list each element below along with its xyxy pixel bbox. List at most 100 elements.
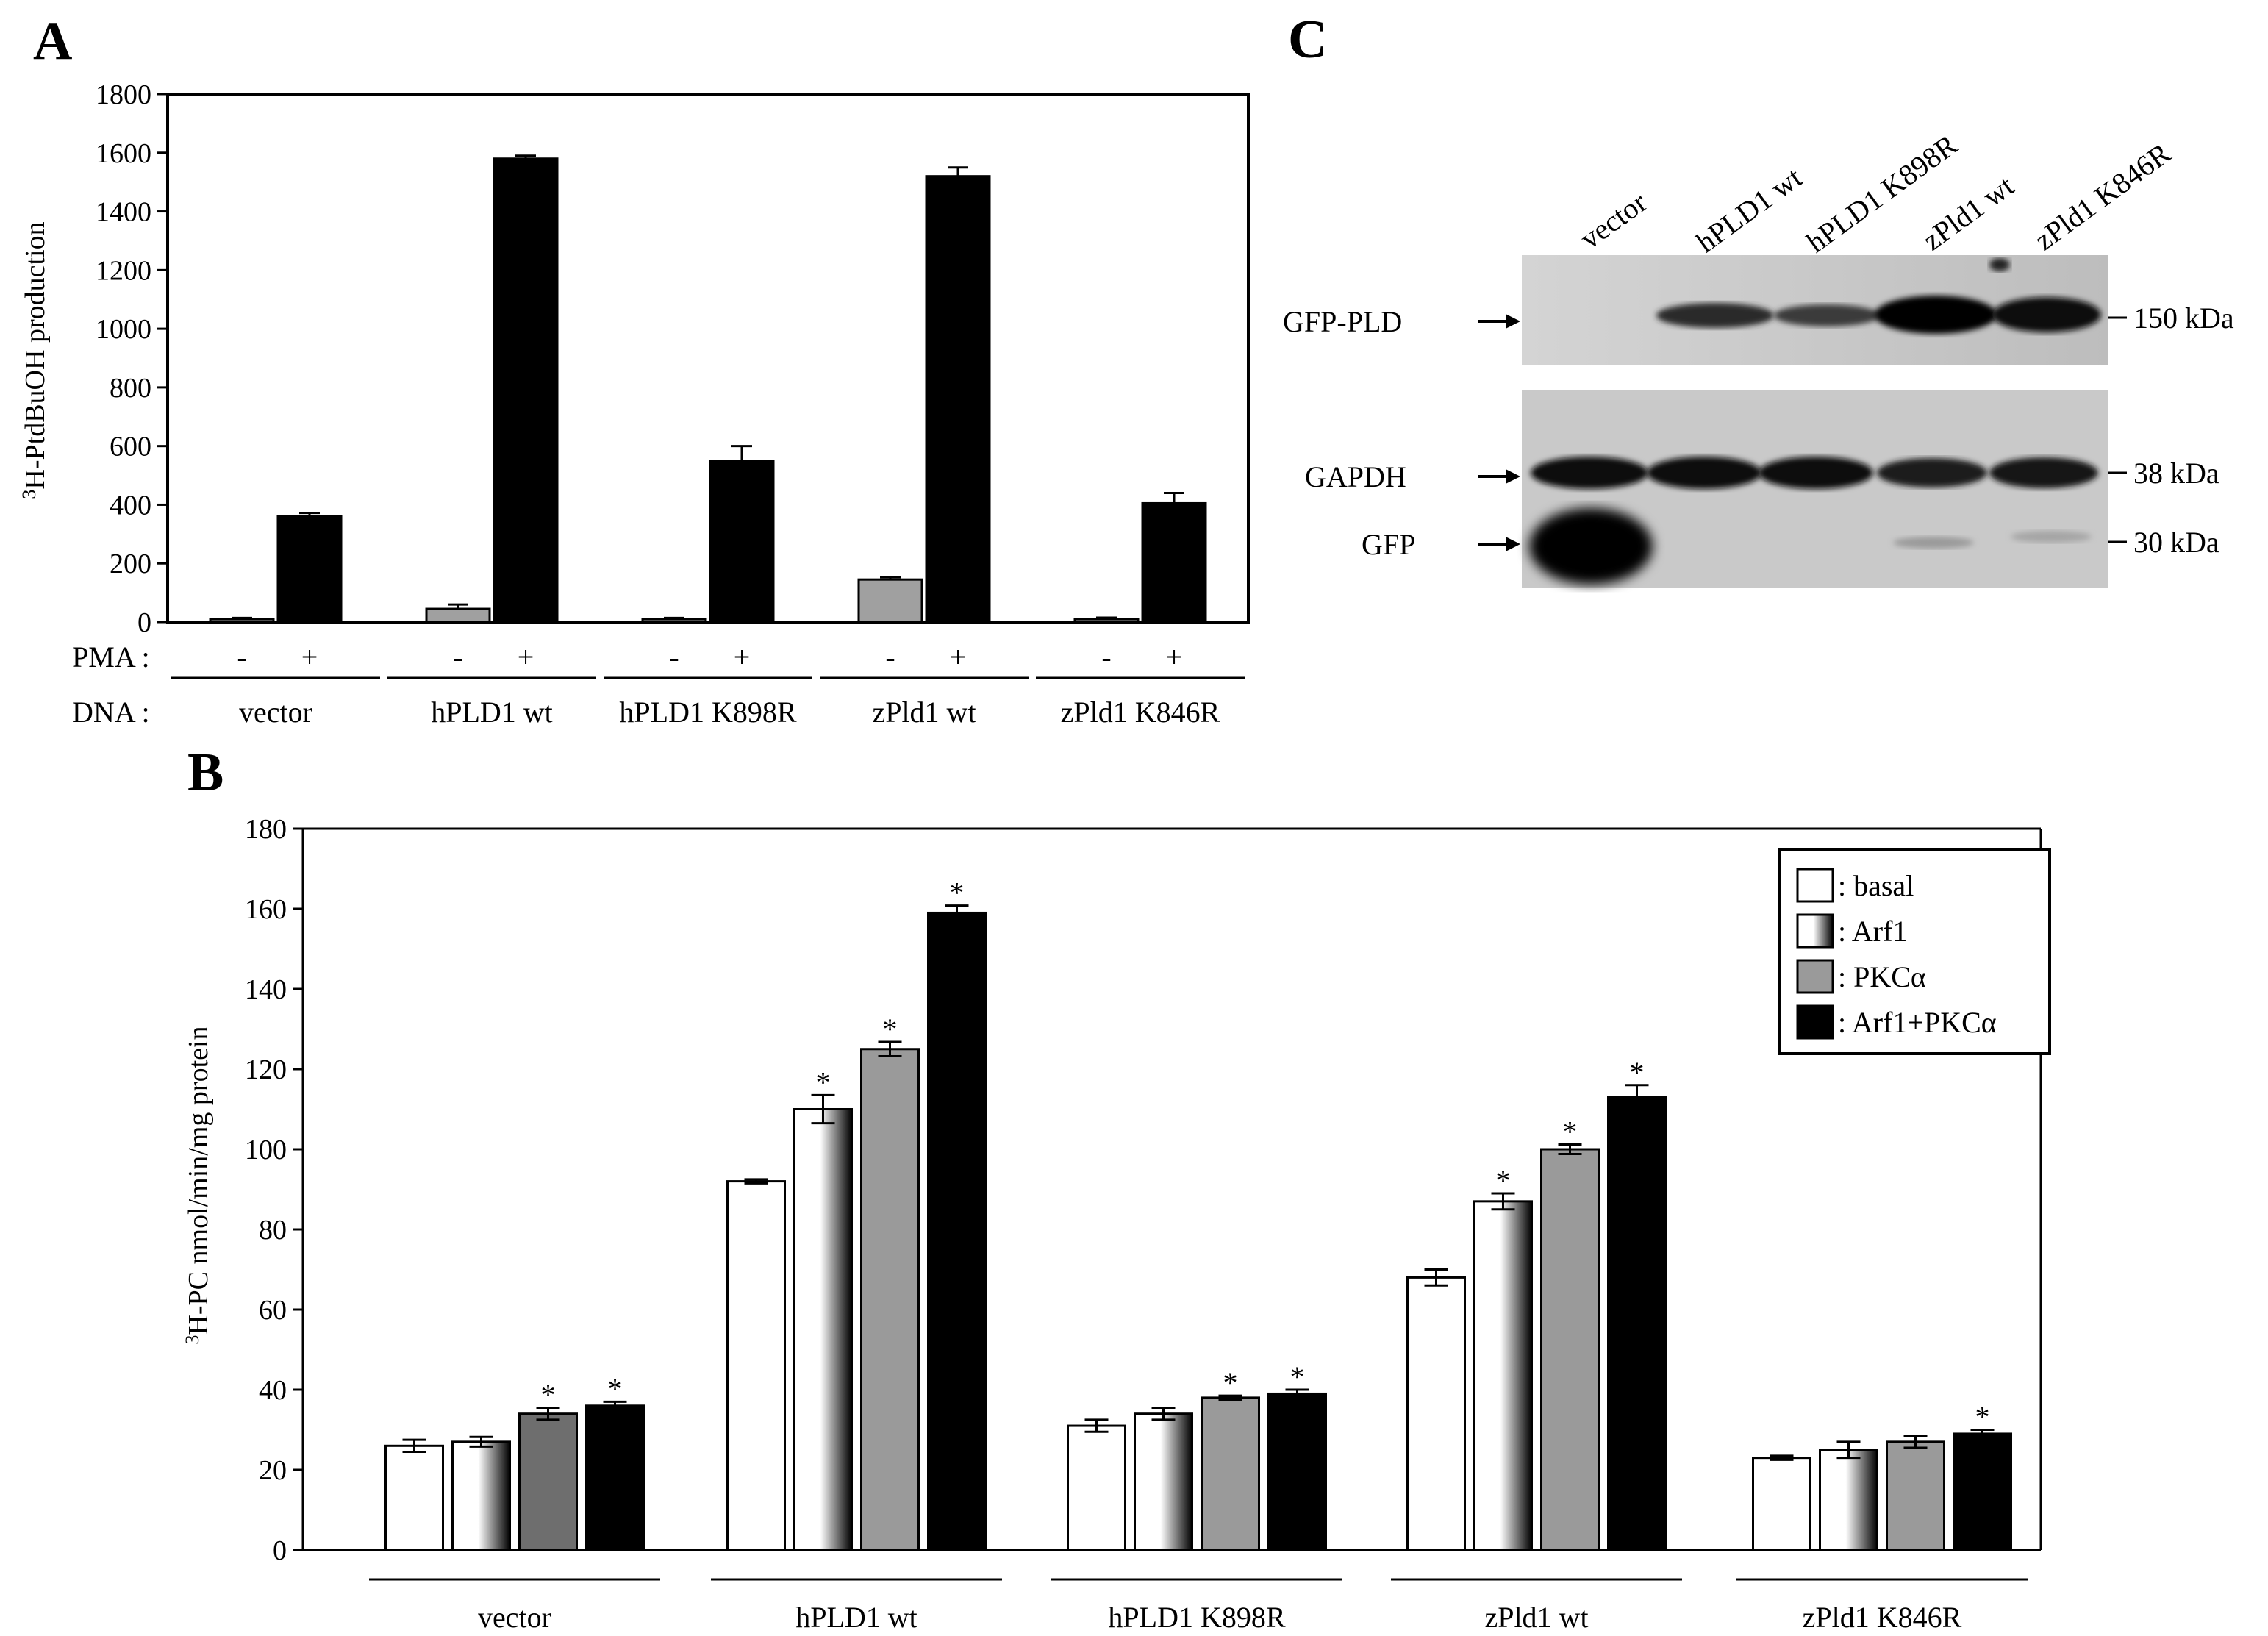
pma-sign: - xyxy=(1101,640,1111,674)
row-label-gapdh: GAPDH xyxy=(1305,460,1406,493)
bar-hpld1-wt-pkc xyxy=(860,1048,920,1551)
significance-marker: * xyxy=(1496,1164,1511,1197)
y-tick-label: 160 xyxy=(245,894,287,925)
significance-marker: * xyxy=(1223,1366,1238,1399)
pma-sign: - xyxy=(453,640,462,674)
y-tick-label: 40 xyxy=(259,1375,287,1406)
group-label-zpld1-wt: zPld1 wt xyxy=(1484,1601,1588,1634)
y-tick-label: 0 xyxy=(273,1535,287,1566)
y-tick-label: 1200 xyxy=(96,255,151,286)
bar-hpld1-k898r-plus xyxy=(709,460,775,624)
chart-a-ylabel-sup: 3 xyxy=(18,490,40,499)
pma-sign: - xyxy=(237,640,246,674)
bar-vector-pkc xyxy=(518,1412,578,1551)
group-label-vector: vector xyxy=(478,1601,551,1634)
bar-zpld1-wt-pkc xyxy=(1540,1148,1600,1551)
pma-sign: + xyxy=(301,640,318,674)
y-tick-label: 180 xyxy=(245,814,287,845)
band-gfp-pld-zpld1-k846r xyxy=(1992,297,2101,332)
chart-a-group-labels: - + vector - + hPLD1 wt - + hPLD1 K898R - + zPld1 w… xyxy=(171,640,1245,729)
row-label-gfp: GFP xyxy=(1362,528,1415,561)
chart-b: 0 20 40 60 80 100 120 140 160 180 * * * * * * * * * * * 3H-… xyxy=(182,814,2051,1634)
y-tick-label: 20 xyxy=(259,1455,287,1486)
bar-vector-basal xyxy=(384,1444,444,1551)
significance-marker: * xyxy=(608,1372,623,1405)
y-tick-label: 60 xyxy=(259,1295,287,1326)
significance-marker: * xyxy=(1290,1360,1305,1393)
arrow-icon xyxy=(1506,314,1520,329)
group-label-zpld1-wt: zPld1 wt xyxy=(872,696,976,729)
chart-b-bars: * * * * * * * * * * * xyxy=(384,876,2012,1551)
lane-label-hpld1-wt: hPLD1 wt xyxy=(1690,161,1808,260)
bar-hpld1-wt-plus xyxy=(493,157,559,624)
legend-swatch-arf1 xyxy=(1796,913,1834,949)
pma-sign: - xyxy=(885,640,895,674)
bar-zpld1-k846r-arf1-pkc xyxy=(1953,1432,2012,1551)
panel-letter-a: A xyxy=(33,11,72,71)
band-gapdh-zpld1-k846r xyxy=(1989,457,2098,488)
chart-b-group-labels: vector hPLD1 wt hPLD1 K898R zPld1 wt zPld1 K… xyxy=(369,1578,2028,1634)
legend-label-pkc: : PKCα xyxy=(1838,960,1926,993)
blot-bands xyxy=(1529,258,2101,585)
y-tick-label: 100 xyxy=(245,1135,287,1165)
lane-label-zpld1-k846r: zPld1 K846R xyxy=(2028,136,2177,257)
bar-zpld1-wt-minus xyxy=(857,578,923,624)
blot-spot xyxy=(1989,258,2010,271)
group-label-hpld1-wt: hPLD1 wt xyxy=(795,1601,917,1634)
y-tick-label: 400 xyxy=(110,490,151,521)
panel-letter-b: B xyxy=(187,743,223,803)
group-label-hpld1-k898r: hPLD1 K898R xyxy=(619,696,796,729)
significance-marker: * xyxy=(883,1012,898,1046)
bar-hpld1-wt-arf1 xyxy=(793,1108,853,1551)
bar-vector-plus xyxy=(276,515,343,624)
y-tick-label: 600 xyxy=(110,432,151,462)
chart-b-ylabel: 3H-PC nmol/min/mg protein xyxy=(182,1026,214,1344)
group-label-zpld1-k846r: zPld1 K846R xyxy=(1061,696,1220,729)
bar-zpld1-wt-arf1 xyxy=(1473,1200,1533,1551)
significance-marker: * xyxy=(541,1379,556,1412)
chart-a-bars xyxy=(209,154,1207,624)
bar-hpld1-k898r-basal xyxy=(1067,1424,1126,1551)
band-gfp-pld-zpld1-wt xyxy=(1875,296,1997,334)
group-label-hpld1-k898r: hPLD1 K898R xyxy=(1108,1601,1285,1634)
bar-hpld1-wt-basal xyxy=(726,1180,786,1551)
y-tick-label: 200 xyxy=(110,549,151,579)
pma-row-label: PMA : xyxy=(72,640,150,674)
chart-a: 0 200 400 600 800 1000 1200 1400 1600 1800 3H-Ptd… xyxy=(18,79,1250,729)
bar-hpld1-k898r-arf1-pkc xyxy=(1267,1392,1327,1551)
y-tick-label: 80 xyxy=(259,1215,287,1246)
bar-hpld1-wt-minus xyxy=(425,607,491,624)
significance-marker: * xyxy=(950,876,965,910)
band-gfp-vector xyxy=(1529,508,1653,585)
legend-items: : basal : Arf1 : PKCα : Arf1+PKCα xyxy=(1796,868,1997,1040)
bar-vector-minus xyxy=(209,618,275,624)
bar-vector-arf1-pkc xyxy=(585,1404,645,1551)
panel-letter-c: C xyxy=(1288,10,1327,70)
legend-label-basal: : basal xyxy=(1838,869,1914,902)
band-gapdh-hpld1-k898r xyxy=(1759,457,1873,489)
chart-b-ylabel-sup: 3 xyxy=(182,1335,203,1345)
bar-zpld1-wt-basal xyxy=(1406,1276,1466,1551)
chart-b-y-ticks: 0 20 40 60 80 100 120 140 160 180 xyxy=(245,814,303,1566)
size-marker-38-kda: 38 kDa xyxy=(2133,457,2219,490)
legend-swatch-basal xyxy=(1796,868,1834,903)
chart-a-frame xyxy=(166,93,1250,624)
chart-a-ylabel: 3H-PtdBuOH production xyxy=(18,221,51,499)
blot-row-labels: GFP-PLD GAPDH GFP 150 kDa 38 kDa 30 kDa xyxy=(1283,301,2234,561)
bar-hpld1-k898r-minus xyxy=(641,618,707,624)
legend-label-arf1-pkc: : Arf1+PKCα xyxy=(1838,1006,1997,1039)
dna-row-label: DNA : xyxy=(72,696,150,729)
row-label-gfp-pld: GFP-PLD xyxy=(1283,305,1402,338)
bar-zpld1-k846r-pkc xyxy=(1886,1440,1945,1551)
chart-a-ylabel-text: H-PtdBuOH production xyxy=(20,221,51,489)
bar-zpld1-k846r-plus xyxy=(1141,501,1207,624)
significance-marker: * xyxy=(1630,1056,1645,1089)
legend-label-arf1: : Arf1 xyxy=(1838,915,1907,948)
chart-a-y-ticks: 0 200 400 600 800 1000 1200 1400 1600 1800 xyxy=(96,79,168,638)
bar-vector-arf1 xyxy=(451,1440,511,1551)
band-gfp-faint-2 xyxy=(2011,531,2092,543)
bar-hpld1-k898r-arf1 xyxy=(1134,1412,1193,1551)
arrow-icon xyxy=(1506,469,1520,484)
